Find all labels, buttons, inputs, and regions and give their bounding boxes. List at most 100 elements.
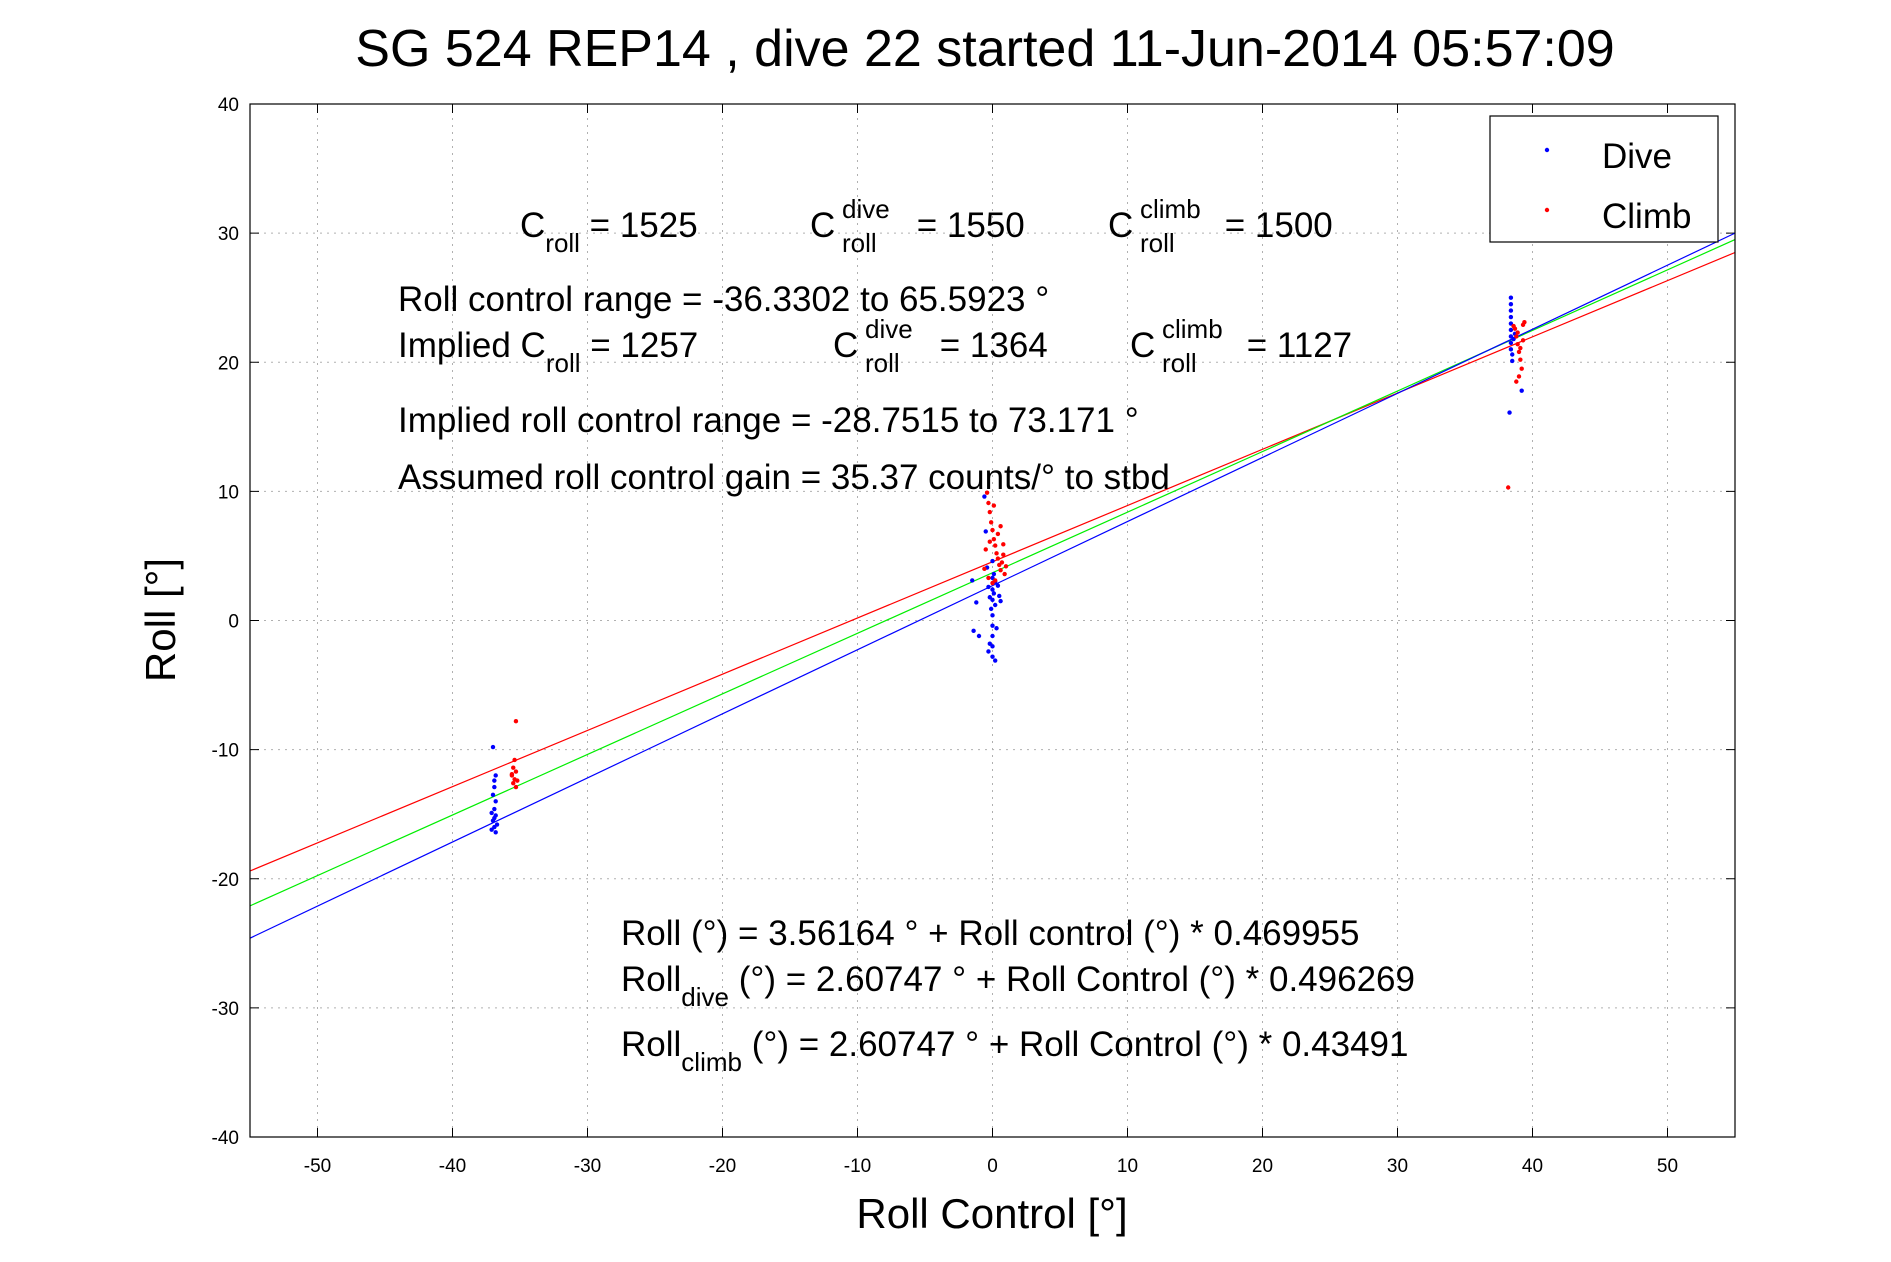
data-point-climb <box>986 500 991 506</box>
data-point-dive <box>493 773 498 778</box>
x-tick-label: -50 <box>304 1156 331 1177</box>
data-points <box>489 295 1527 835</box>
data-point-dive <box>1510 352 1515 357</box>
data-point-dive <box>995 583 1001 588</box>
annotation-fit-climb: Rollclimb (°) = 2.60747 ° + Roll Control… <box>621 1025 1408 1077</box>
data-point-dive <box>990 633 995 639</box>
data-point-climb <box>983 547 988 552</box>
data-point-dive <box>493 799 498 804</box>
data-point-dive <box>991 591 997 596</box>
data-point-dive <box>1510 358 1515 364</box>
data-point-dive <box>986 584 991 590</box>
data-point-dive <box>1508 308 1514 313</box>
x-tick-label: 20 <box>1252 1156 1273 1177</box>
data-point-dive <box>990 558 995 564</box>
annotation-c-roll: Croll = 1525 <box>520 206 698 258</box>
x-tick-label: 10 <box>1117 1156 1138 1177</box>
annotation-implied-c-roll: Implied Croll = 1257 <box>398 326 698 378</box>
data-point-dive <box>970 578 975 583</box>
data-point-dive <box>997 593 1002 599</box>
x-tick-label: -40 <box>439 1156 466 1177</box>
annotation-gain: Assumed roll control gain = 35.37 counts… <box>398 458 1170 497</box>
x-tick-label: -20 <box>709 1156 736 1177</box>
data-point-climb <box>1519 366 1524 371</box>
data-point-climb <box>1514 379 1519 384</box>
data-point-dive <box>1508 340 1514 346</box>
data-point-climb <box>990 527 995 533</box>
data-point-dive <box>993 658 998 663</box>
data-point-climb <box>987 539 992 544</box>
data-point-climb <box>1520 338 1526 343</box>
legend-label-climb: Climb <box>1602 197 1691 236</box>
data-point-climb <box>988 520 994 525</box>
legend-marker-climb <box>1544 207 1550 213</box>
data-point-dive <box>489 810 494 816</box>
x-tick-label: -30 <box>574 1156 601 1177</box>
data-point-climb <box>515 778 520 783</box>
data-point-climb <box>1522 320 1527 325</box>
data-point-climb <box>993 543 998 548</box>
y-tick-labels: -40 -30 -20 -10 0 10 20 30 40 <box>212 95 239 1149</box>
y-tick-label: 10 <box>218 482 239 503</box>
data-point-climb <box>998 524 1003 529</box>
x-tick-label: 0 <box>987 1156 998 1177</box>
data-point-dive <box>490 792 496 798</box>
data-point-climb <box>513 769 519 774</box>
data-point-dive <box>1508 347 1514 352</box>
y-tick-label: 20 <box>218 353 239 374</box>
x-tick-label: 50 <box>1657 1156 1678 1177</box>
data-point-dive <box>990 597 995 603</box>
data-point-dive <box>1508 301 1514 307</box>
y-tick-label: 40 <box>218 95 239 116</box>
data-point-dive <box>994 626 999 631</box>
data-point-dive <box>990 613 995 618</box>
data-point-climb <box>998 567 1003 573</box>
data-point-dive <box>1508 295 1514 300</box>
plot-frame <box>249 103 1736 1138</box>
data-point-climb <box>1515 330 1520 335</box>
data-point-climb <box>995 531 1001 537</box>
data-point-dive <box>971 628 976 634</box>
data-point-climb <box>1515 341 1520 347</box>
y-axis-label: Roll [°] <box>137 558 184 682</box>
annotation-fit-dive: Rolldive (°) = 2.60747 ° + Roll Control … <box>621 960 1415 1012</box>
legend-label-dive: Dive <box>1602 137 1672 176</box>
data-point-climb <box>1506 485 1511 490</box>
y-tick-label: -20 <box>212 870 239 891</box>
data-point-dive <box>1508 327 1514 333</box>
chart-title: SG 524 REP14 , dive 22 started 11-Jun-20… <box>355 20 1614 78</box>
data-point-climb <box>509 771 515 777</box>
data-point-climb <box>993 578 998 583</box>
data-point-climb <box>1001 552 1006 557</box>
data-point-climb <box>991 503 997 508</box>
data-point-dive <box>976 633 982 639</box>
data-point-dive <box>990 587 995 592</box>
data-point-climb <box>991 536 997 542</box>
data-point-climb <box>999 560 1005 565</box>
data-point-dive <box>492 784 497 790</box>
data-point-dive <box>1519 388 1524 393</box>
data-point-dive <box>1508 314 1514 320</box>
data-point-climb <box>512 757 517 763</box>
y-tick-label: -40 <box>212 1128 239 1149</box>
y-tick-label: -30 <box>212 999 239 1020</box>
data-point-climb <box>994 551 999 556</box>
data-point-dive <box>986 649 991 654</box>
x-tick-label: 40 <box>1522 1156 1543 1177</box>
data-point-dive <box>492 778 497 783</box>
data-point-climb <box>1511 323 1516 329</box>
legend-box <box>1489 115 1719 243</box>
data-point-dive <box>982 494 987 499</box>
annotation-fit-all: Roll (°) = 3.56164 ° + Roll control (°) … <box>621 914 1360 953</box>
data-point-climb <box>1514 334 1519 339</box>
data-point-dive <box>492 806 497 812</box>
fit-line <box>250 232 1735 939</box>
data-point-dive <box>1507 410 1512 415</box>
data-point-dive <box>974 600 979 605</box>
grid <box>250 103 1735 1138</box>
data-point-climb <box>1001 542 1006 547</box>
